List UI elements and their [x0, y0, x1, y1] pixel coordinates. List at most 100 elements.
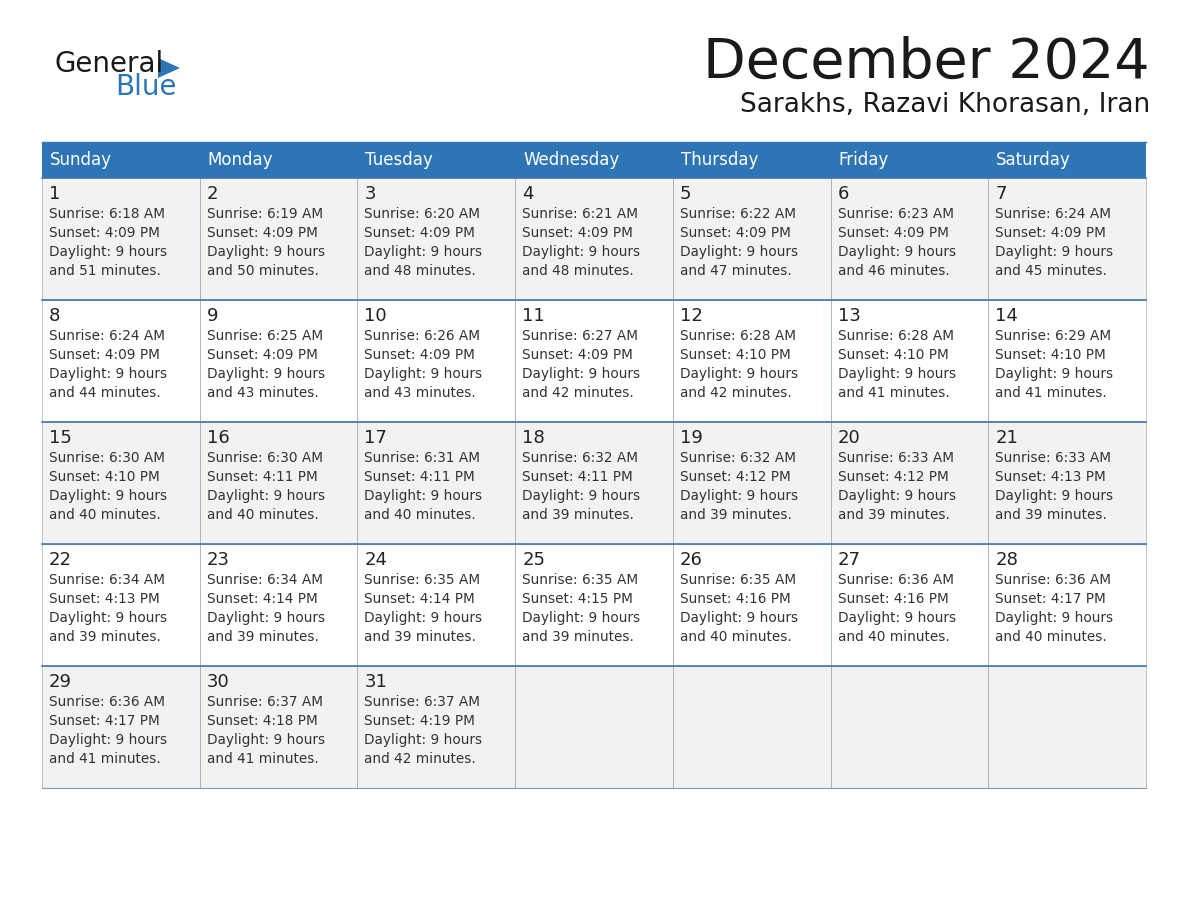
Bar	[358, 142, 516, 178]
Text: Daylight: 9 hours: Daylight: 9 hours	[365, 489, 482, 503]
Bar	[42, 544, 200, 666]
Bar	[200, 178, 358, 300]
Text: Sunrise: 6:30 AM: Sunrise: 6:30 AM	[49, 451, 165, 465]
Text: Sunset: 4:12 PM: Sunset: 4:12 PM	[680, 470, 790, 484]
Text: 31: 31	[365, 673, 387, 691]
Text: Sunrise: 6:36 AM: Sunrise: 6:36 AM	[49, 695, 165, 709]
Text: Sunrise: 6:30 AM: Sunrise: 6:30 AM	[207, 451, 323, 465]
Text: 2: 2	[207, 185, 219, 203]
Bar	[988, 142, 1146, 178]
Text: Friday: Friday	[839, 151, 889, 169]
Text: and 40 minutes.: and 40 minutes.	[49, 508, 160, 522]
Text: Daylight: 9 hours: Daylight: 9 hours	[680, 245, 798, 259]
Text: 14: 14	[996, 307, 1018, 325]
Bar	[358, 422, 516, 544]
Text: 18: 18	[523, 429, 545, 447]
Text: Sunset: 4:10 PM: Sunset: 4:10 PM	[49, 470, 159, 484]
Text: Sunrise: 6:35 AM: Sunrise: 6:35 AM	[523, 573, 638, 587]
Text: Sunset: 4:09 PM: Sunset: 4:09 PM	[207, 226, 317, 240]
Text: Daylight: 9 hours: Daylight: 9 hours	[523, 367, 640, 381]
Text: Sunrise: 6:28 AM: Sunrise: 6:28 AM	[838, 329, 954, 343]
Text: Daylight: 9 hours: Daylight: 9 hours	[207, 733, 324, 747]
Text: 28: 28	[996, 551, 1018, 569]
Text: and 39 minutes.: and 39 minutes.	[996, 508, 1107, 522]
Text: and 40 minutes.: and 40 minutes.	[680, 630, 791, 644]
Text: and 51 minutes.: and 51 minutes.	[49, 264, 160, 278]
Text: and 39 minutes.: and 39 minutes.	[523, 630, 634, 644]
Text: Saturday: Saturday	[997, 151, 1072, 169]
Text: Sunset: 4:17 PM: Sunset: 4:17 PM	[996, 592, 1106, 606]
Text: Sunset: 4:14 PM: Sunset: 4:14 PM	[207, 592, 317, 606]
Text: and 39 minutes.: and 39 minutes.	[523, 508, 634, 522]
Text: and 40 minutes.: and 40 minutes.	[365, 508, 476, 522]
Text: Daylight: 9 hours: Daylight: 9 hours	[680, 611, 798, 625]
Text: 15: 15	[49, 429, 72, 447]
Text: Sunrise: 6:28 AM: Sunrise: 6:28 AM	[680, 329, 796, 343]
Bar	[988, 178, 1146, 300]
Text: 12: 12	[680, 307, 703, 325]
Text: 9: 9	[207, 307, 219, 325]
Text: Sunset: 4:11 PM: Sunset: 4:11 PM	[365, 470, 475, 484]
Text: Sunset: 4:17 PM: Sunset: 4:17 PM	[49, 714, 159, 728]
Text: Sunset: 4:14 PM: Sunset: 4:14 PM	[365, 592, 475, 606]
Text: Thursday: Thursday	[681, 151, 758, 169]
Text: Sarakhs, Razavi Khorasan, Iran: Sarakhs, Razavi Khorasan, Iran	[740, 92, 1150, 118]
Text: and 39 minutes.: and 39 minutes.	[365, 630, 476, 644]
Text: Sunrise: 6:36 AM: Sunrise: 6:36 AM	[996, 573, 1111, 587]
Text: Sunset: 4:13 PM: Sunset: 4:13 PM	[49, 592, 159, 606]
Text: 25: 25	[523, 551, 545, 569]
Text: Daylight: 9 hours: Daylight: 9 hours	[365, 611, 482, 625]
Text: Sunset: 4:16 PM: Sunset: 4:16 PM	[680, 592, 790, 606]
Text: and 39 minutes.: and 39 minutes.	[207, 630, 318, 644]
Text: 7: 7	[996, 185, 1006, 203]
Text: 19: 19	[680, 429, 703, 447]
Bar	[830, 178, 988, 300]
Text: Sunrise: 6:36 AM: Sunrise: 6:36 AM	[838, 573, 954, 587]
Text: Sunset: 4:09 PM: Sunset: 4:09 PM	[365, 348, 475, 362]
Bar	[200, 422, 358, 544]
Text: Sunset: 4:18 PM: Sunset: 4:18 PM	[207, 714, 317, 728]
Bar	[672, 422, 830, 544]
Text: Sunrise: 6:32 AM: Sunrise: 6:32 AM	[523, 451, 638, 465]
Text: 4: 4	[523, 185, 533, 203]
Bar	[42, 422, 200, 544]
Text: Blue: Blue	[115, 73, 177, 101]
Bar	[200, 666, 358, 788]
Text: 11: 11	[523, 307, 545, 325]
Text: Sunset: 4:09 PM: Sunset: 4:09 PM	[365, 226, 475, 240]
Text: 26: 26	[680, 551, 703, 569]
Text: Sunrise: 6:34 AM: Sunrise: 6:34 AM	[207, 573, 323, 587]
Text: Daylight: 9 hours: Daylight: 9 hours	[207, 611, 324, 625]
Text: Daylight: 9 hours: Daylight: 9 hours	[49, 245, 168, 259]
Text: Sunset: 4:09 PM: Sunset: 4:09 PM	[49, 226, 160, 240]
Text: Sunrise: 6:31 AM: Sunrise: 6:31 AM	[365, 451, 480, 465]
Text: Daylight: 9 hours: Daylight: 9 hours	[365, 367, 482, 381]
Text: Daylight: 9 hours: Daylight: 9 hours	[996, 489, 1113, 503]
Text: and 40 minutes.: and 40 minutes.	[207, 508, 318, 522]
Text: Sunset: 4:19 PM: Sunset: 4:19 PM	[365, 714, 475, 728]
Text: and 44 minutes.: and 44 minutes.	[49, 386, 160, 400]
Text: 23: 23	[207, 551, 229, 569]
Text: Sunset: 4:11 PM: Sunset: 4:11 PM	[207, 470, 317, 484]
Text: Sunset: 4:10 PM: Sunset: 4:10 PM	[996, 348, 1106, 362]
Text: December 2024: December 2024	[703, 36, 1150, 90]
Text: Sunrise: 6:24 AM: Sunrise: 6:24 AM	[49, 329, 165, 343]
Text: 16: 16	[207, 429, 229, 447]
Text: Daylight: 9 hours: Daylight: 9 hours	[523, 489, 640, 503]
Text: 27: 27	[838, 551, 860, 569]
Text: Sunrise: 6:32 AM: Sunrise: 6:32 AM	[680, 451, 796, 465]
Text: Daylight: 9 hours: Daylight: 9 hours	[523, 611, 640, 625]
Text: Sunrise: 6:33 AM: Sunrise: 6:33 AM	[996, 451, 1111, 465]
Bar	[672, 178, 830, 300]
Text: Daylight: 9 hours: Daylight: 9 hours	[49, 489, 168, 503]
Text: 10: 10	[365, 307, 387, 325]
Text: Sunrise: 6:37 AM: Sunrise: 6:37 AM	[365, 695, 480, 709]
Bar	[988, 422, 1146, 544]
Bar	[830, 666, 988, 788]
Text: General: General	[55, 50, 164, 78]
Text: Sunday: Sunday	[50, 151, 112, 169]
Polygon shape	[158, 58, 181, 78]
Bar	[358, 544, 516, 666]
Text: Sunset: 4:10 PM: Sunset: 4:10 PM	[680, 348, 790, 362]
Text: Sunrise: 6:18 AM: Sunrise: 6:18 AM	[49, 207, 165, 221]
